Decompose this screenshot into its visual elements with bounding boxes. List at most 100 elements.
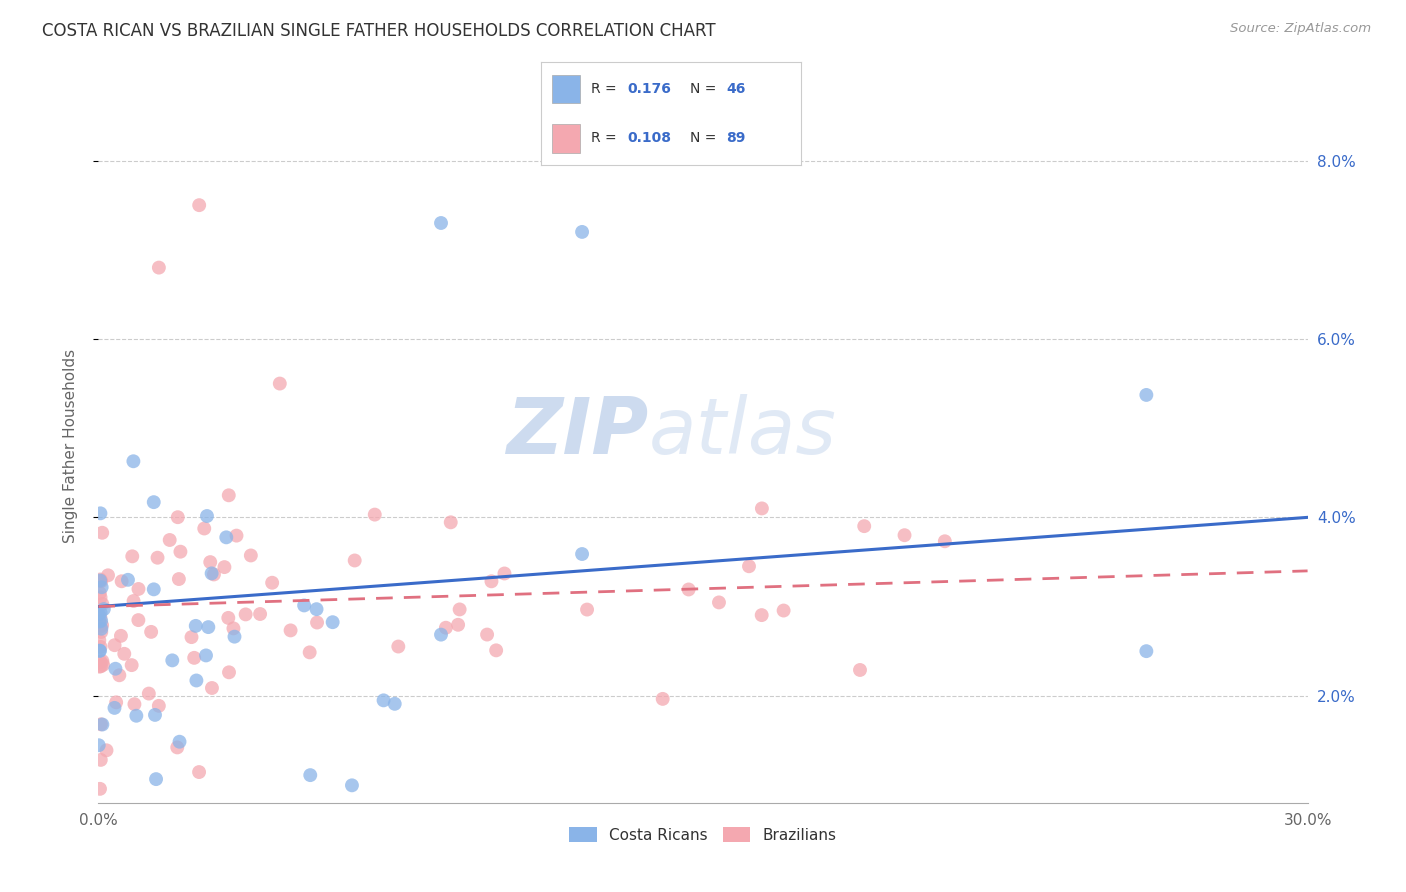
Point [305, 602, 328, 616]
Point [707, 595, 730, 609]
Point [188, 198, 211, 212]
Point [89, 574, 111, 588]
Legend: Costa Ricans, Brazilians: Costa Ricans, Brazilians [564, 821, 842, 848]
Point [218, 488, 240, 502]
Point [576, 602, 599, 616]
Text: N =: N = [689, 81, 720, 95]
Point [122, 454, 145, 468]
Point [387, 640, 409, 654]
Point [104, 662, 127, 676]
Text: R =: R = [591, 81, 620, 95]
Point [1135, 644, 1157, 658]
Text: Source: ZipAtlas.com: Source: ZipAtlas.com [1230, 22, 1371, 36]
Point [475, 627, 498, 641]
Point [430, 627, 453, 641]
Point [343, 553, 366, 567]
Point [108, 668, 131, 682]
Point [481, 574, 503, 589]
Point [298, 645, 321, 659]
Point [148, 698, 170, 713]
Point [90, 753, 112, 767]
Point [112, 647, 135, 661]
Point [307, 615, 329, 630]
Point [197, 620, 219, 634]
Point [142, 495, 165, 509]
Point [239, 549, 262, 563]
Point [91, 717, 114, 731]
Point [90, 574, 112, 589]
Point [373, 693, 395, 707]
Point [143, 707, 166, 722]
Point [96, 743, 118, 757]
Point [117, 573, 139, 587]
Point [449, 602, 471, 616]
Point [90, 655, 112, 669]
Point [169, 544, 191, 558]
Point [90, 614, 112, 628]
Point [159, 533, 181, 547]
Point [89, 640, 111, 654]
Point [169, 735, 191, 749]
Point [89, 633, 111, 648]
Point [89, 643, 111, 657]
Point [89, 644, 111, 658]
Point [90, 591, 112, 605]
Point [90, 622, 112, 636]
Point [146, 550, 169, 565]
Point [89, 615, 111, 629]
Point [89, 619, 111, 633]
Point [849, 663, 872, 677]
Point [111, 574, 134, 589]
Point [91, 657, 114, 672]
Point [105, 695, 128, 709]
Point [186, 673, 208, 688]
Text: N =: N = [689, 131, 720, 145]
Text: COSTA RICAN VS BRAZILIAN SINGLE FATHER HOUSEHOLDS CORRELATION CHART: COSTA RICAN VS BRAZILIAN SINGLE FATHER H… [42, 22, 716, 40]
Point [162, 653, 184, 667]
Point [180, 630, 202, 644]
Point [440, 516, 463, 530]
Point [262, 575, 284, 590]
Point [87, 607, 110, 622]
Point [934, 534, 956, 549]
Point [89, 659, 111, 673]
Point [447, 617, 470, 632]
Point [145, 772, 167, 786]
Point [97, 568, 120, 582]
Point [91, 525, 114, 540]
Point [93, 602, 115, 616]
Text: R =: R = [591, 131, 620, 145]
Point [167, 572, 190, 586]
Point [249, 607, 271, 621]
Point [91, 618, 114, 632]
Point [200, 555, 222, 569]
Point [364, 508, 387, 522]
Point [299, 768, 322, 782]
Point [853, 519, 876, 533]
Point [494, 566, 516, 581]
Point [201, 681, 224, 695]
Point [127, 613, 149, 627]
Point [235, 607, 257, 622]
Point [125, 708, 148, 723]
Point [322, 615, 344, 630]
Point [193, 521, 215, 535]
Point [225, 528, 247, 542]
Point [121, 549, 143, 564]
Text: 0.176: 0.176 [627, 81, 671, 95]
Point [87, 738, 110, 752]
Text: 46: 46 [725, 81, 745, 95]
Point [651, 692, 673, 706]
Text: 0.108: 0.108 [627, 131, 671, 145]
Point [89, 586, 111, 600]
Point [430, 216, 453, 230]
Point [90, 717, 112, 731]
Point [166, 510, 188, 524]
Point [90, 606, 112, 620]
Point [678, 582, 700, 597]
Point [434, 621, 457, 635]
Point [103, 701, 125, 715]
Point [90, 580, 112, 594]
Point [184, 619, 207, 633]
Point [89, 781, 111, 796]
